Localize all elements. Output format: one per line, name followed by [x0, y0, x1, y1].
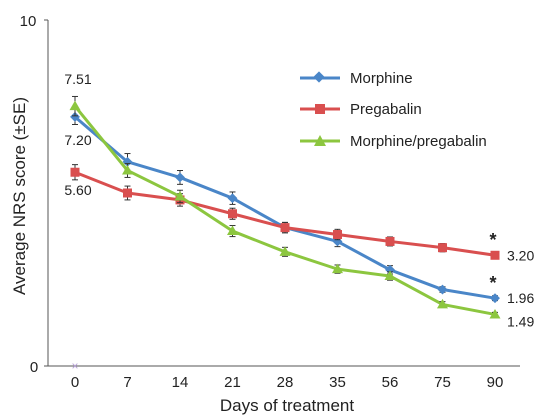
- series-layer: [69, 95, 501, 319]
- data-label-7.20: 7.20: [64, 132, 91, 148]
- x-tick-label-75: 75: [434, 374, 451, 391]
- point-morphine-pregabalin-7: [437, 298, 448, 309]
- x-tick-labels: 0 7 14 21 28 35 56 75 90: [71, 374, 504, 391]
- x-tick-label-28: 28: [277, 374, 294, 391]
- legend-marker-morphine: [313, 71, 325, 83]
- x-tick-label-35: 35: [329, 374, 346, 391]
- legend: Morphine Pregabalin Morphine/pregabalin: [300, 70, 487, 150]
- point-morphine-pregabalin-2: [174, 190, 186, 201]
- data-label-3.20: 3.20: [507, 247, 534, 263]
- legend-label-pregabalin: Pregabalin: [350, 101, 422, 118]
- y-axis-title: Average NRS score (±SE): [10, 97, 29, 295]
- point-morphine-pregabalin-5: [332, 263, 343, 274]
- series-morphine-pregabalin: [69, 95, 501, 319]
- point-morphine-8: [490, 293, 500, 304]
- significance-star-pregabalin: *: [489, 230, 496, 250]
- point-pregabalin-6: [385, 236, 395, 246]
- point-morphine-2: [175, 172, 185, 183]
- point-pregabalin-1: [123, 188, 132, 198]
- point-pregabalin-4: [280, 223, 290, 233]
- origin-x-marker: ×: [71, 359, 78, 373]
- legend-marker-combo: [314, 135, 326, 146]
- point-morphine-pregabalin-4: [279, 246, 291, 256]
- x-tick-label-14: 14: [172, 374, 189, 391]
- data-label-5.60: 5.60: [64, 182, 91, 198]
- data-label-1.96: 1.96: [507, 290, 534, 306]
- y-tick-label-bottom: 0: [30, 359, 38, 376]
- x-tick-label-0: 0: [71, 374, 79, 391]
- x-tick-label-90: 90: [487, 374, 504, 391]
- point-pregabalin-7: [438, 243, 447, 253]
- point-pregabalin-5: [333, 230, 342, 240]
- significance-star-morphine: *: [489, 273, 496, 293]
- x-axis-title: Days of treatment: [220, 396, 354, 415]
- series-line-pregabalin: [74, 170, 496, 257]
- point-morphine-pregabalin-3: [227, 225, 238, 236]
- point-morphine-3: [227, 193, 238, 204]
- point-morphine-pregabalin-1: [122, 165, 133, 175]
- point-morphine-7: [437, 284, 448, 295]
- x-tick-label-7: 7: [123, 374, 131, 391]
- legend-label-combo: Morphine/pregabalin: [350, 133, 487, 150]
- series-pregabalin: [70, 164, 500, 260]
- point-morphine-pregabalin-0: [69, 100, 81, 111]
- legend-label-morphine: Morphine: [350, 70, 413, 87]
- data-labels: 7.51 7.20 5.60 3.20 1.96 1.49: [64, 71, 534, 329]
- point-morphine-1: [122, 156, 133, 167]
- point-pregabalin-3: [228, 209, 237, 219]
- legend-marker-pregabalin: [315, 104, 325, 114]
- x-tick-label-21: 21: [224, 374, 241, 391]
- y-tick-label-top: 10: [20, 13, 37, 30]
- data-label-1.49: 1.49: [507, 313, 534, 329]
- data-label-7.51: 7.51: [64, 71, 91, 87]
- point-morphine-0: [70, 111, 80, 122]
- x-tick-label-56: 56: [382, 374, 399, 391]
- point-morphine-pregabalin-8: [489, 308, 501, 319]
- point-morphine-pregabalin-6: [384, 270, 396, 281]
- point-pregabalin-8: [490, 250, 500, 260]
- point-pregabalin-0: [70, 167, 80, 177]
